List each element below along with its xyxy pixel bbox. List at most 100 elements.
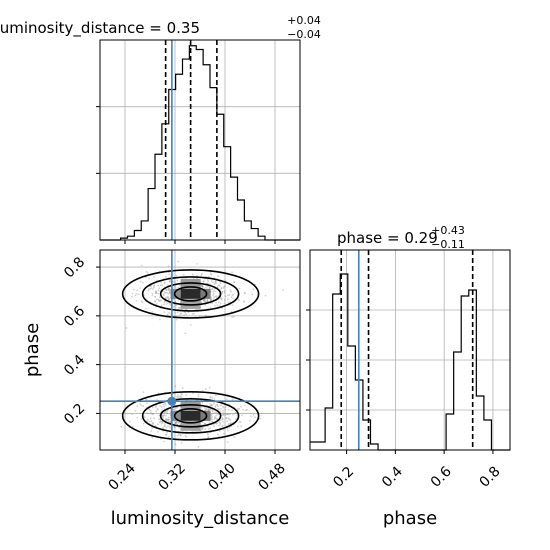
x-axis-label-phase: phase: [383, 508, 437, 529]
scatter-point: [136, 405, 139, 408]
scatter-point: [162, 414, 165, 417]
scatter-point: [210, 415, 213, 417]
scatter-point: [207, 409, 210, 411]
scatter-point: [227, 301, 230, 304]
scatter-point: [213, 283, 216, 285]
scatter-point: [202, 280, 205, 283]
scatter-point: [210, 298, 213, 301]
phase-title: phase = 0.29: [337, 229, 438, 247]
scatter-point: [140, 264, 143, 267]
density-cell: [180, 420, 201, 431]
scatter-point: [154, 292, 157, 294]
scatter-point: [149, 417, 152, 420]
luminosity-distance-title-sub: −0.04: [287, 28, 321, 41]
scatter-point: [161, 414, 164, 417]
scatter-point: [226, 441, 229, 443]
scatter-point: [184, 435, 187, 437]
scatter-point: [178, 426, 181, 429]
scatter-point: [163, 282, 166, 285]
scatter-point: [212, 298, 215, 301]
scatter-point: [155, 290, 158, 293]
scatter-point: [176, 279, 179, 282]
scatter-point: [217, 425, 220, 427]
scatter-point: [177, 286, 180, 289]
phase-title-sup: +0.43: [431, 224, 465, 237]
scatter-point: [210, 420, 213, 423]
scatter-point: [243, 404, 246, 407]
scatter-point: [201, 427, 204, 429]
scatter-point: [154, 300, 157, 303]
scatter-point: [162, 427, 164, 429]
scatter-point: [189, 324, 192, 326]
scatter-point: [197, 395, 200, 398]
scatter-point: [154, 406, 157, 409]
ytick-label-phase-0: 0.2: [61, 401, 88, 428]
scatter-point: [179, 434, 182, 437]
density-cell: [170, 410, 181, 421]
scatter-point: [201, 427, 204, 430]
scatter-point: [218, 421, 221, 424]
scatter-point: [162, 440, 165, 443]
title-main: luminosity_distance = 0.35: [0, 19, 200, 38]
scatter-point: [166, 291, 168, 294]
scatter-point: [159, 284, 162, 286]
scatter-point: [175, 406, 178, 409]
density-cell: [180, 278, 201, 289]
scatter-point: [221, 424, 224, 427]
scatter-point: [168, 289, 171, 292]
scatter-point: [225, 416, 228, 419]
scatter-point: [191, 313, 194, 315]
y-axis-label-phase: phase: [22, 323, 43, 377]
scatter-point: [176, 311, 179, 314]
contour-mode-0-level-2: [159, 282, 222, 306]
scatter-point: [240, 425, 243, 427]
scatter-point: [229, 422, 232, 424]
scatter-point: [229, 413, 231, 415]
scatter-point: [177, 260, 180, 263]
scatter-point: [145, 270, 148, 273]
scatter-point: [212, 423, 215, 426]
scatter-point: [233, 281, 236, 284]
scatter-point: [166, 410, 169, 412]
scatter-point: [154, 300, 156, 302]
scatter-point: [204, 423, 207, 425]
scatter-point: [146, 418, 149, 421]
scatter-point: [200, 284, 203, 287]
scatter-point: [259, 417, 261, 420]
scatter-point: [136, 289, 139, 292]
scatter-point: [215, 414, 218, 417]
scatter-point: [167, 436, 170, 438]
scatter-point: [201, 428, 204, 431]
scatter-point: [178, 306, 181, 309]
density-cell: [180, 298, 201, 309]
scatter-point: [226, 413, 229, 416]
scatter-point: [217, 405, 219, 408]
scatter-point: [154, 425, 157, 427]
scatter-point: [222, 411, 225, 414]
scatter-point: [167, 418, 170, 421]
scatter-point: [125, 327, 128, 329]
scatter-point: [219, 404, 222, 407]
scatter-point: [232, 315, 235, 318]
scatter-point: [214, 416, 216, 418]
scatter-point: [196, 263, 198, 265]
scatter-point: [252, 288, 255, 291]
scatter-point: [211, 302, 214, 304]
scatter-point: [209, 306, 212, 309]
density-blocks: [170, 278, 211, 431]
scatter-point: [163, 311, 166, 313]
scatter-point: [238, 421, 241, 423]
scatter-point: [219, 424, 222, 426]
scatter-point: [201, 272, 203, 275]
scatter-point: [167, 288, 170, 291]
scatter-point: [179, 307, 181, 309]
scatter-point: [160, 304, 163, 307]
scatter-point: [168, 291, 171, 294]
scatter-point: [183, 313, 186, 316]
scatter-point: [221, 290, 224, 293]
scatter-point: [155, 292, 158, 294]
scatter-point: [203, 280, 205, 283]
scatter-point: [220, 287, 223, 290]
scatter-point: [165, 303, 168, 305]
scatter-point: [232, 293, 235, 296]
